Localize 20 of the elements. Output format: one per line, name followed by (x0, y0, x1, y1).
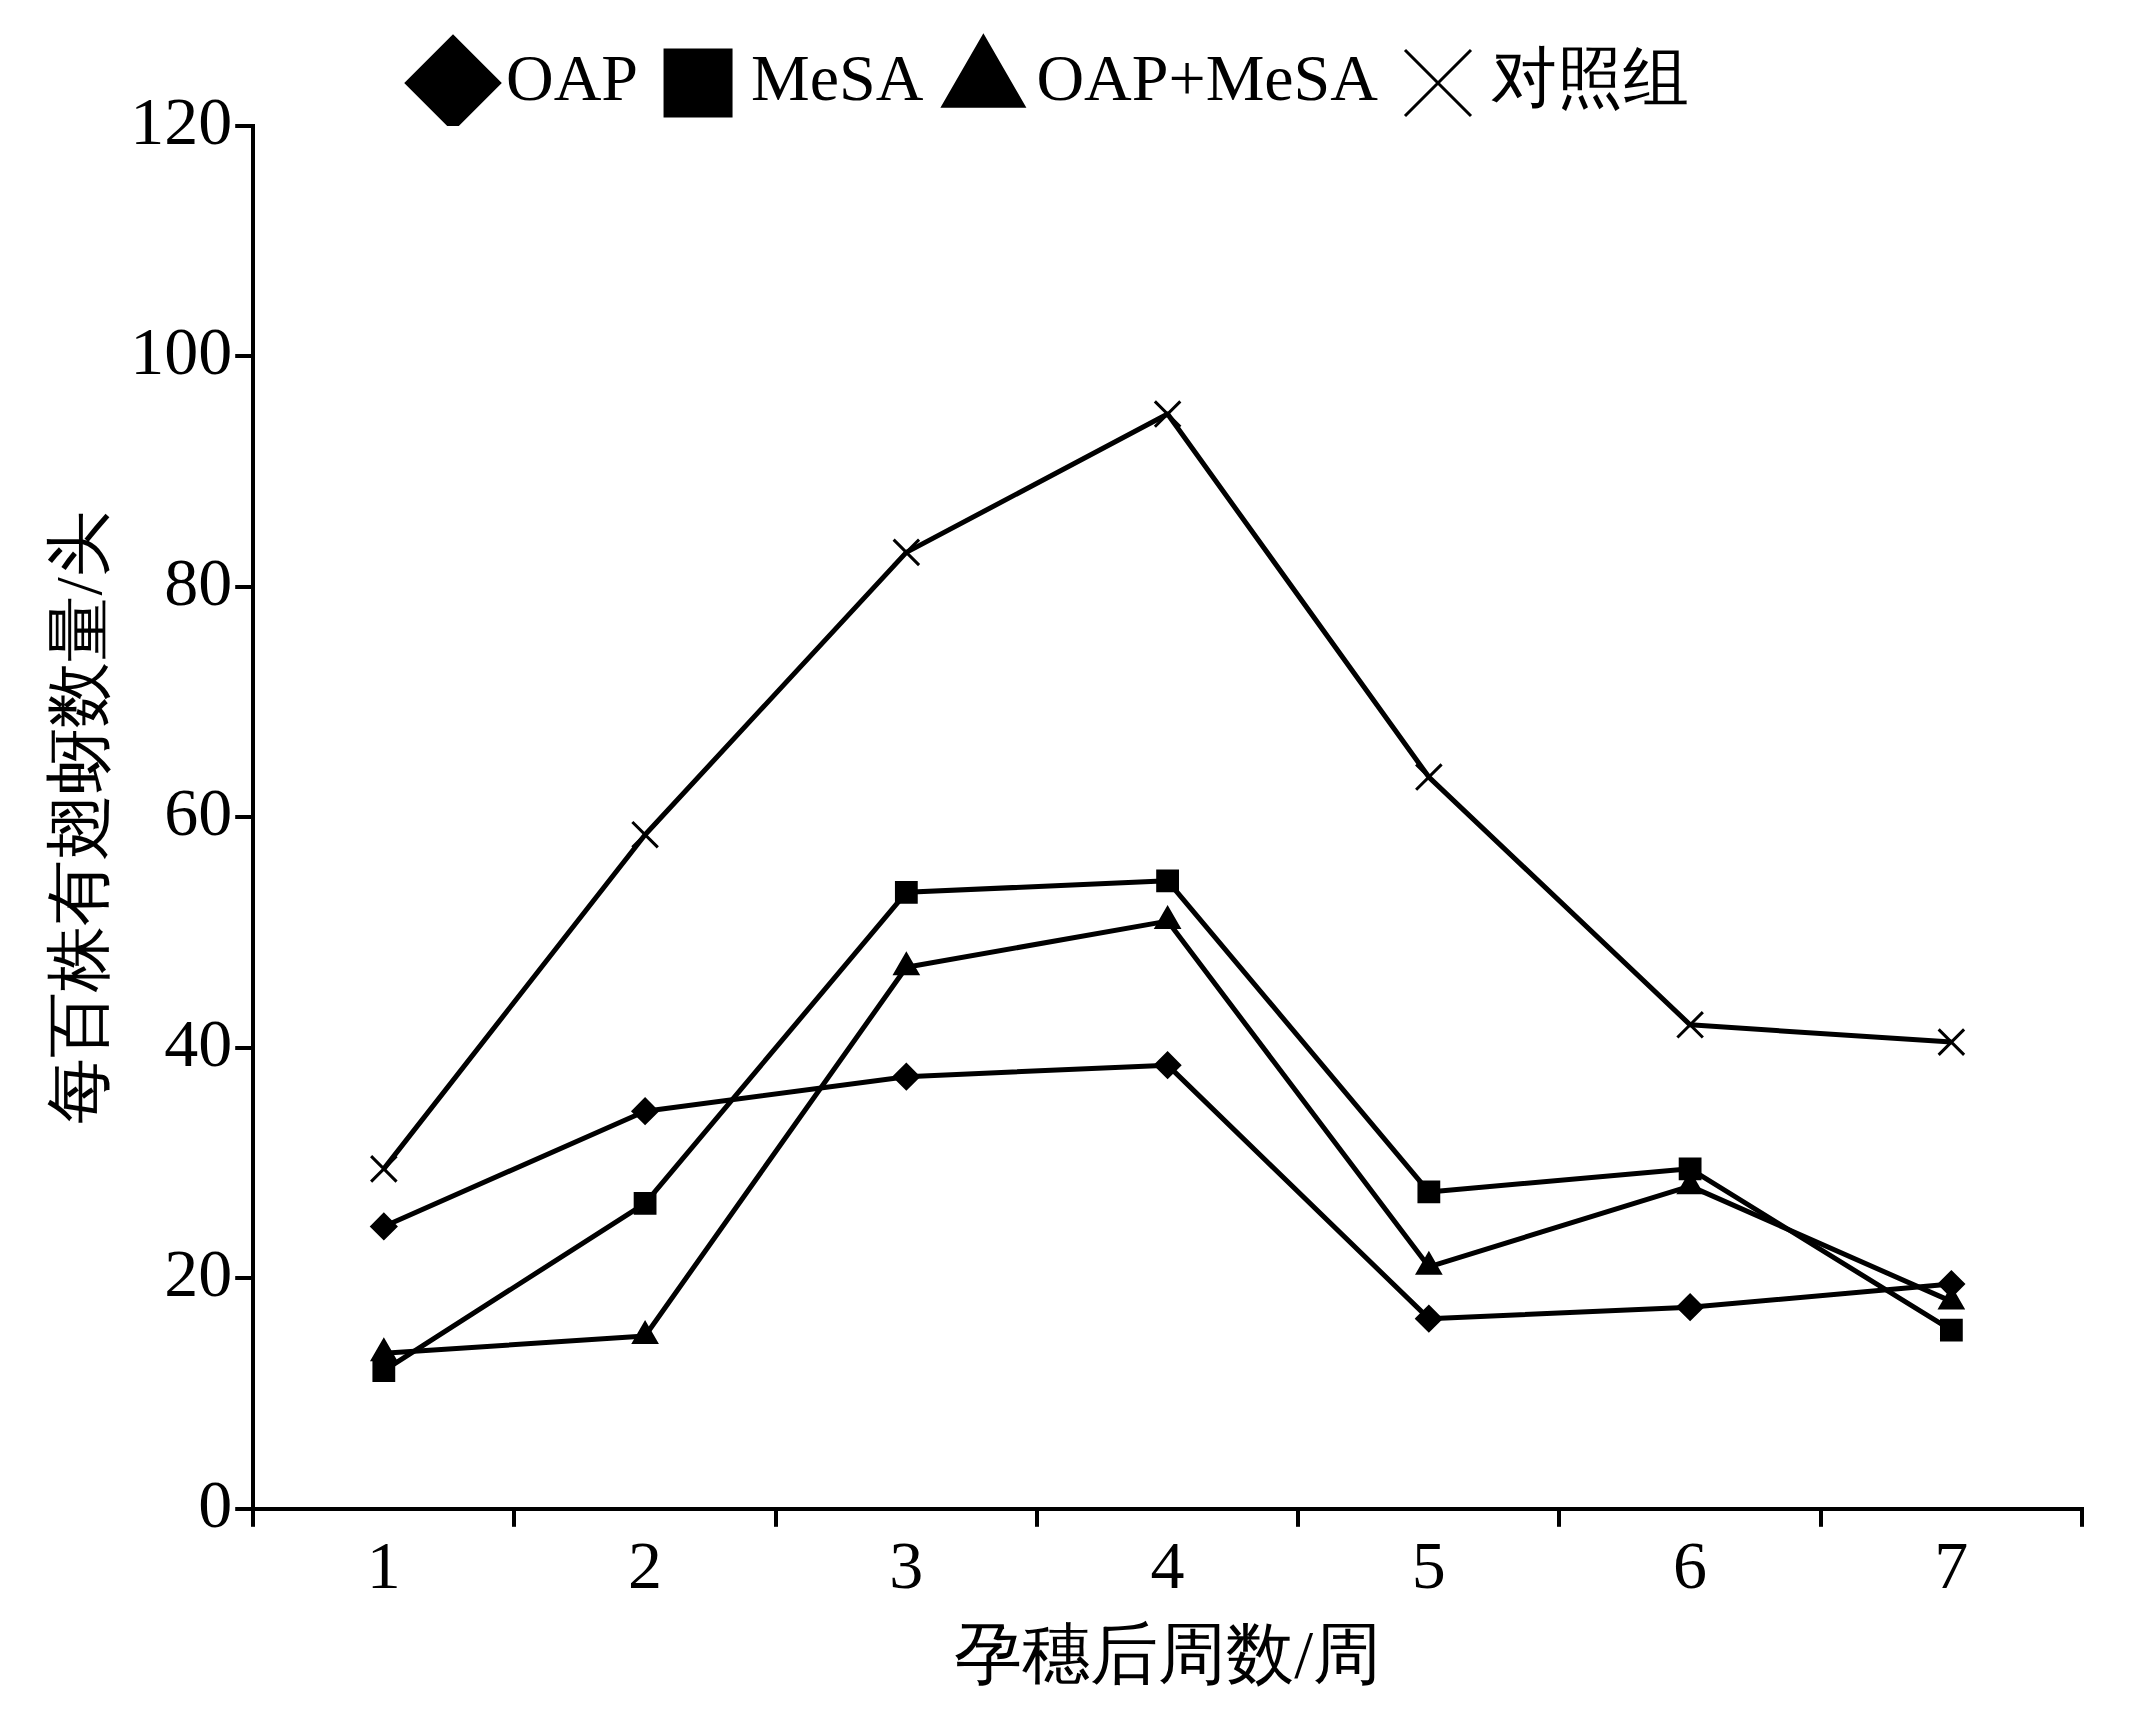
y-tick-label: 80 (164, 543, 233, 620)
y-tick-label: 120 (130, 82, 233, 159)
x-tick-label: 1 (366, 1527, 401, 1604)
legend-label: OAP (506, 41, 639, 115)
x-tick-label: 6 (1673, 1527, 1708, 1604)
x-axis-title: 孕穗后周数/周 (954, 1616, 1382, 1693)
y-axis-title: 每百株有翅蚜数量/头 (41, 511, 115, 1124)
legend-label: 对照组 (1490, 41, 1689, 115)
x-tick-label: 7 (1934, 1527, 1969, 1604)
y-tick-label: 100 (130, 313, 233, 390)
legend-label: OAP+MeSA (1036, 41, 1379, 115)
x-tick-label: 4 (1150, 1527, 1185, 1604)
y-tick-label: 40 (164, 1004, 233, 1081)
y-tick-label: 20 (164, 1235, 233, 1312)
x-tick-label: 5 (1411, 1527, 1446, 1604)
x-tick-label: 2 (628, 1527, 663, 1604)
legend-label: MeSA (751, 41, 924, 115)
y-tick-label: 0 (198, 1465, 233, 1542)
y-tick-label: 60 (164, 774, 233, 851)
x-tick-label: 3 (889, 1527, 924, 1604)
